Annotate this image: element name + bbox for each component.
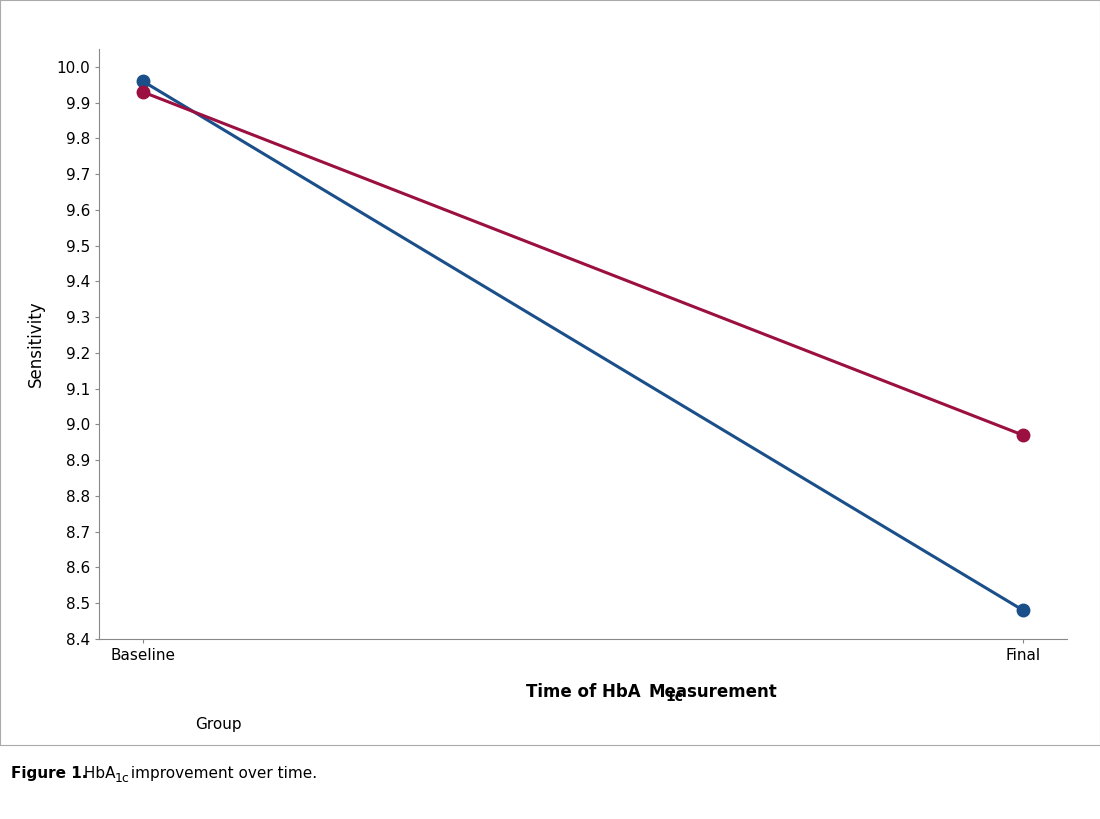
Y-axis label: Sensitivity: Sensitivity bbox=[28, 301, 45, 387]
Text: Group: Group bbox=[196, 717, 242, 732]
Text: Figure 1.: Figure 1. bbox=[11, 767, 87, 781]
Text: 1c: 1c bbox=[114, 772, 130, 785]
Text: improvement over time.: improvement over time. bbox=[126, 767, 318, 781]
Text: HbA: HbA bbox=[79, 767, 116, 781]
Text: Time of HbA: Time of HbA bbox=[526, 683, 640, 701]
Text: 1c: 1c bbox=[666, 690, 683, 704]
Text: Measurement: Measurement bbox=[648, 683, 778, 701]
